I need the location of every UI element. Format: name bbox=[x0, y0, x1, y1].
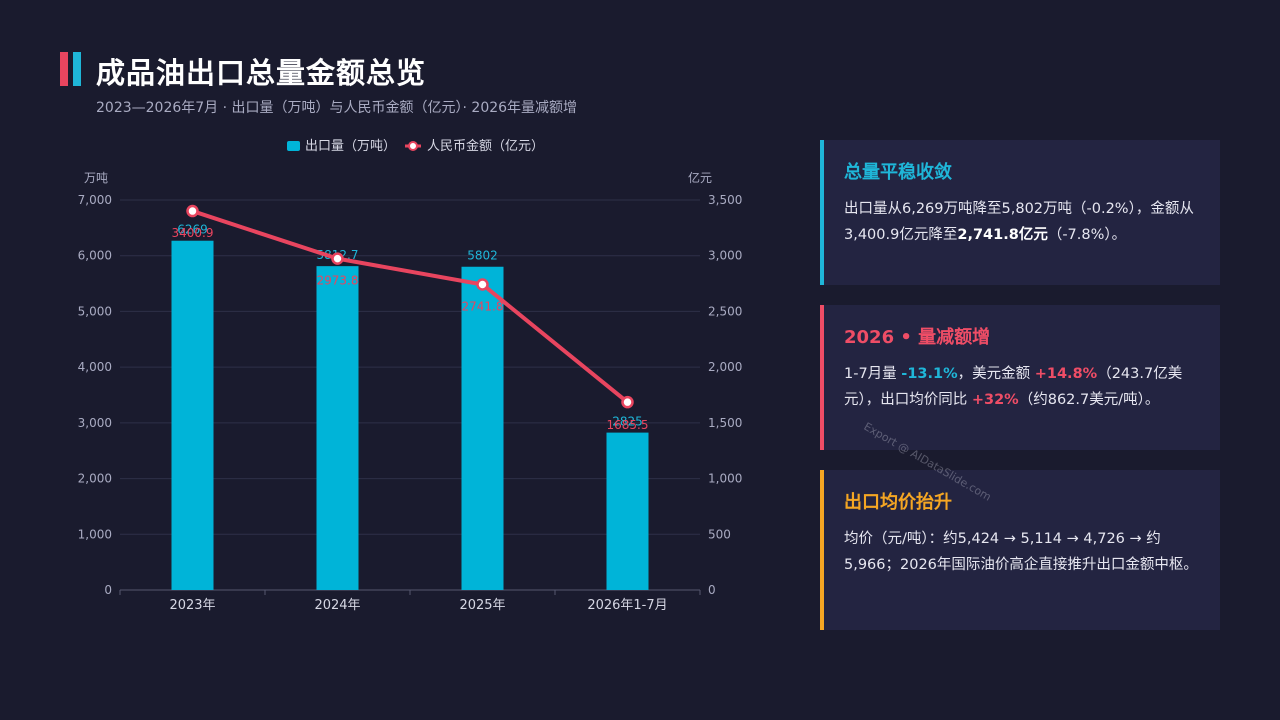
body-text: （243.7亿美元），出口均价同比 bbox=[844, 366, 1183, 408]
y-left-tick-label: 6,000 bbox=[78, 249, 112, 263]
highlight-text: -13.1% bbox=[901, 366, 958, 382]
card-accent-bar bbox=[820, 140, 824, 285]
bar bbox=[461, 266, 504, 590]
line-data-label: 1685.5 bbox=[607, 418, 649, 432]
y-right-tick-label: 0 bbox=[708, 583, 716, 597]
legend-swatch-point bbox=[408, 141, 418, 151]
card-title: 出口均价抬升 bbox=[844, 492, 952, 513]
insight-card-total: 总量平稳收敛 出口量从6,269万吨降至5,802万吨（-0.2%），金额从3,… bbox=[820, 140, 1220, 285]
y-left-tick-label: 7,000 bbox=[78, 193, 112, 207]
bar bbox=[606, 432, 649, 590]
card-title: 2026 • 量减额增 bbox=[844, 327, 991, 348]
card-text: 1-7月量 -13.1%，美元金额 +14.8%（243.7亿美元），出口均价同… bbox=[844, 361, 1200, 413]
y-left-tick-label: 3,000 bbox=[78, 416, 112, 430]
highlight-text: +14.8% bbox=[1034, 366, 1098, 382]
body-text: 均价（元/吨）：约5,424 → 5,114 → 4,726 → 约5,966；… bbox=[844, 531, 1198, 573]
line-data-label: 3400.9 bbox=[172, 226, 214, 240]
y-right-tick-label: 1,500 bbox=[708, 416, 742, 430]
highlight-text: +32% bbox=[971, 392, 1019, 408]
card-accent-bar bbox=[820, 305, 824, 450]
insight-card-2026: 2026 • 量减额增 1-7月量 -13.1%，美元金额 +14.8%（243… bbox=[820, 305, 1220, 450]
y-left-tick-label: 1,000 bbox=[78, 527, 112, 541]
card-title: 总量平稳收敛 bbox=[844, 162, 952, 183]
y-right-tick-label: 2,000 bbox=[708, 360, 742, 374]
line-point bbox=[331, 252, 344, 265]
legend-label-bar: 出口量（万吨） bbox=[305, 139, 396, 154]
body-text: （约862.7美元/吨）。 bbox=[1018, 392, 1160, 408]
y-left-tick-label: 4,000 bbox=[78, 360, 112, 374]
y-left-tick-label: 0 bbox=[104, 583, 112, 597]
page-subtitle: 2023—2026年7月 · 出口量（万吨）与人民币金额（亿元）· 2026年量… bbox=[96, 100, 578, 116]
title-accent-mark bbox=[60, 52, 82, 86]
x-tick-label: 2026年1-7月 bbox=[587, 598, 667, 613]
bar-data-label: 2825 bbox=[612, 415, 643, 429]
x-tick-label: 2023年 bbox=[169, 598, 215, 613]
y-left-tick-label: 2,000 bbox=[78, 472, 112, 486]
combo-chart: 0 1,000 2,000 3,000 4,000 5,000 6,000 7,000 0 500… bbox=[78, 138, 743, 613]
body-text: 出口量从6,269万吨降至5,802万吨（-0.2%），金额从3,400.9亿元… bbox=[844, 201, 1194, 243]
line-point bbox=[621, 395, 634, 409]
bar-data-label: 5802 bbox=[467, 249, 498, 263]
y-left-tick-label: 5,000 bbox=[78, 304, 112, 318]
bar bbox=[171, 240, 214, 590]
x-tick-label: 2025年 bbox=[459, 598, 505, 613]
x-tick-label: 2024年 bbox=[314, 598, 360, 613]
body-text: （-7.8%）。 bbox=[1047, 227, 1127, 243]
legend-swatch-bar bbox=[287, 141, 300, 151]
y-right-tick-label: 3,500 bbox=[708, 193, 742, 207]
bar-data-label: 6269 bbox=[177, 223, 208, 237]
y-right-tick-label: 1,000 bbox=[708, 472, 742, 486]
line-data-label: 2973.8 bbox=[317, 274, 359, 288]
page-title: 成品油出口总量金额总览 bbox=[96, 56, 427, 90]
card-text: 均价（元/吨）：约5,424 → 5,114 → 4,726 → 约5,966；… bbox=[844, 526, 1200, 578]
line-data-label: 2741.8 bbox=[462, 299, 504, 313]
y-right-tick-label: 500 bbox=[708, 527, 731, 541]
y-left-axis-label: 万吨 bbox=[84, 171, 108, 185]
line-point bbox=[186, 204, 199, 218]
highlight-text: 2,741.8亿元 bbox=[957, 227, 1048, 243]
card-accent-bar bbox=[820, 470, 824, 630]
line-point bbox=[476, 278, 489, 291]
y-right-axis-label: 亿元 bbox=[688, 170, 712, 185]
body-text: ，美元金额 bbox=[957, 366, 1035, 382]
insight-card-price: 出口均价抬升 均价（元/吨）：约5,424 → 5,114 → 4,726 → … bbox=[820, 470, 1220, 630]
bar bbox=[316, 266, 359, 590]
card-text: 出口量从6,269万吨降至5,802万吨（-0.2%），金额从3,400.9亿元… bbox=[844, 196, 1200, 248]
line-series-path bbox=[191, 209, 629, 404]
y-right-tick-label: 2,500 bbox=[708, 304, 742, 318]
y-right-tick-label: 3,000 bbox=[708, 249, 742, 263]
body-text: 1-7月量 bbox=[844, 366, 902, 382]
legend-label-line: 人民币金额（亿元） bbox=[427, 138, 544, 154]
